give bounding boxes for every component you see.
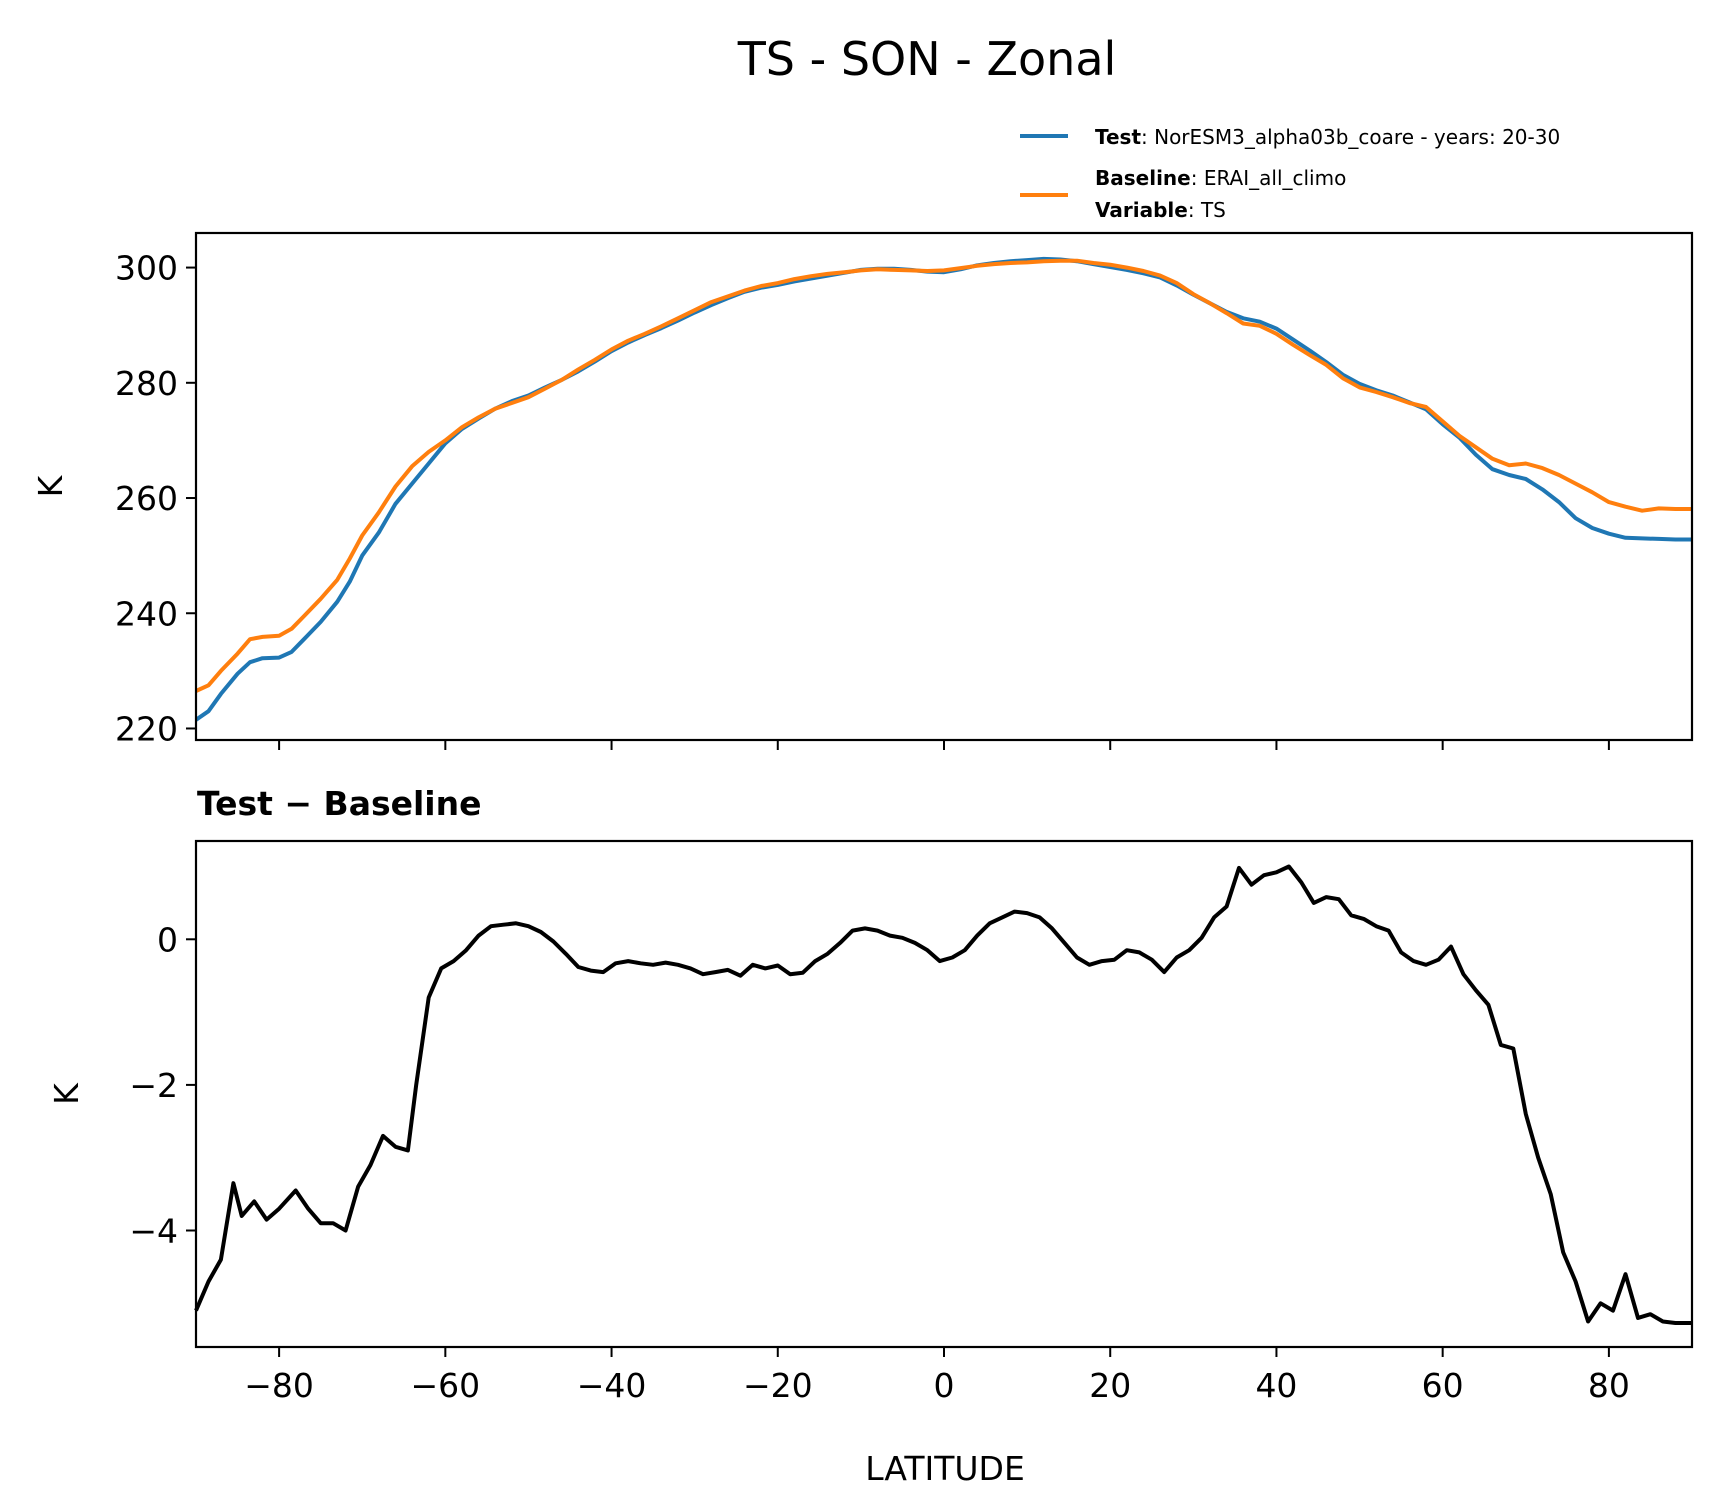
y-axis-label: K bbox=[31, 474, 70, 497]
x-tick-label: 60 bbox=[1422, 1366, 1464, 1405]
series-line-test-baseline bbox=[194, 864, 1692, 1325]
diff-plot-title: Test − Baseline bbox=[197, 784, 482, 823]
legend-baseline-key: Baseline bbox=[1095, 166, 1191, 190]
y-tick-label: 220 bbox=[115, 709, 178, 748]
legend-baseline-value: : ERAI_all_climo bbox=[1191, 166, 1347, 190]
legend-test-value: : NorESM3_alpha03b_coare - years: 20-30 bbox=[1141, 125, 1560, 149]
x-tick-label: 40 bbox=[1255, 1366, 1297, 1405]
x-tick-label: 0 bbox=[934, 1366, 955, 1405]
plot-frame bbox=[194, 839, 1694, 1349]
y-tick-label: 0 bbox=[157, 920, 178, 959]
x-tick-label: 20 bbox=[1089, 1366, 1131, 1405]
legend-variable-label: Variable: TS bbox=[1095, 198, 1226, 222]
y-tick-label: 240 bbox=[115, 594, 178, 633]
bottom-plot: 0 −2 −4 −80 −60 −40 −20 0 20 40 60 80 K bbox=[47, 839, 1694, 1405]
x-tick-label: −20 bbox=[743, 1366, 813, 1405]
legend: Test: NorESM3_alpha03b_coare - years: 20… bbox=[1020, 125, 1560, 222]
plot-frame bbox=[194, 231, 1694, 742]
x-tick-label: −80 bbox=[244, 1366, 314, 1405]
y-tick-label: −4 bbox=[129, 1212, 178, 1251]
top-plot: 220 240 260 280 300 K bbox=[31, 231, 1694, 750]
x-tick-label: 80 bbox=[1588, 1366, 1630, 1405]
x-tick-label: −60 bbox=[411, 1366, 481, 1405]
legend-variable-value: : TS bbox=[1188, 198, 1226, 222]
x-axis-label: LATITUDE bbox=[865, 1449, 1025, 1488]
legend-baseline-label: Baseline: ERAI_all_climo bbox=[1095, 166, 1346, 190]
y-tick-label: 280 bbox=[115, 364, 178, 403]
y-tick-label: 300 bbox=[115, 249, 178, 288]
legend-test-key: Test bbox=[1095, 125, 1141, 149]
y-axis-label: K bbox=[47, 1082, 86, 1105]
legend-test-label: Test: NorESM3_alpha03b_coare - years: 20… bbox=[1095, 125, 1560, 149]
series-line-baseline bbox=[195, 258, 1692, 693]
y-tick-label: −2 bbox=[129, 1066, 178, 1105]
y-tick-label: 260 bbox=[115, 479, 178, 518]
legend-variable-key: Variable bbox=[1095, 198, 1188, 222]
x-tick-label: −40 bbox=[577, 1366, 647, 1405]
figure-title: TS - SON - Zonal bbox=[737, 32, 1117, 86]
series-line-test bbox=[194, 256, 1692, 722]
